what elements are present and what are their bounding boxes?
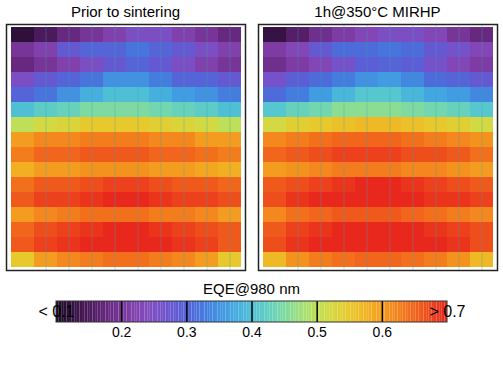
html-text:1h@350°C MIRHP: 1h@350°C MIRHP — [314, 3, 441, 20]
svg-text:0.3: 0.3 — [177, 324, 197, 340]
svg-text:> 0.7: > 0.7 — [429, 303, 465, 320]
html-text:Prior to sintering: Prior to sintering — [70, 3, 181, 20]
svg-text:< 0.1: < 0.1 — [38, 303, 74, 320]
svg-text:0.6: 0.6 — [373, 324, 393, 340]
svg-text:0.4: 0.4 — [242, 324, 262, 340]
svg-text:0.2: 0.2 — [112, 324, 132, 340]
svg-text:0.5: 0.5 — [307, 324, 327, 340]
html-text:EQE@980 nm: EQE@980 nm — [203, 280, 300, 297]
